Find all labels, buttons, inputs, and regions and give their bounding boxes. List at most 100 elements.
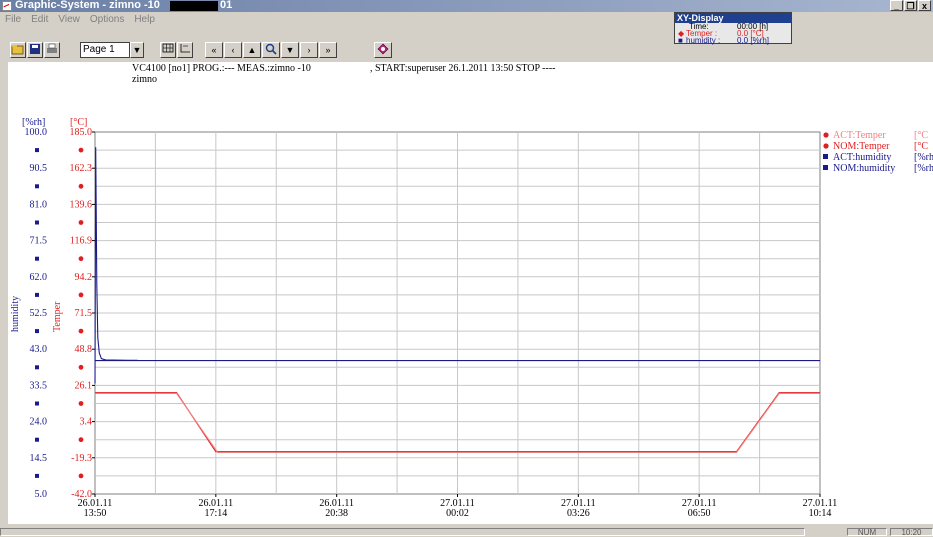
- legend-label: NOM:humidity: [833, 163, 895, 174]
- temper-tick-label: 139.6: [70, 199, 93, 210]
- grid: [94, 131, 821, 495]
- page-select[interactable]: Page 1: [80, 42, 130, 58]
- humidity-tick-marker: [35, 437, 39, 442]
- menu-edit[interactable]: Edit: [31, 14, 49, 25]
- prev-button[interactable]: ‹: [224, 42, 242, 58]
- menu-file[interactable]: File: [5, 14, 22, 25]
- legend-circle-marker: [823, 143, 829, 149]
- next-button[interactable]: ›: [300, 42, 318, 58]
- page-select-value: Page 1: [83, 44, 115, 55]
- temper-unit-label: [°C]: [70, 117, 87, 128]
- menu-bar: File Edit View Options Help: [0, 13, 670, 27]
- status-pane-main: [0, 528, 805, 536]
- export-button[interactable]: [374, 42, 392, 58]
- menu-view[interactable]: View: [58, 14, 80, 25]
- minimize-button[interactable]: _: [890, 0, 903, 11]
- first-button[interactable]: «: [205, 42, 223, 58]
- series-line-act-temper: [95, 392, 820, 454]
- num-lock-indicator: NUM: [847, 528, 887, 537]
- humidity-tick-label: 52.5: [30, 308, 48, 319]
- legend-label: ACT:humidity: [833, 152, 891, 163]
- save-button[interactable]: [27, 42, 43, 58]
- humidity-tick-marker: [35, 292, 39, 297]
- open-folder-button[interactable]: [10, 42, 26, 58]
- x-tick-date: 27.01.11: [803, 498, 838, 509]
- humidity-tick-label: 14.5: [30, 453, 48, 464]
- x-ticks: 26.01.1113:5026.01.1117:1426.01.1120:382…: [78, 494, 838, 519]
- printer-icon: [47, 43, 57, 53]
- window-title: Graphic-System - zimno -10: [15, 0, 160, 11]
- magnifier-icon: [265, 43, 277, 55]
- humidity-tick-label: 90.5: [30, 163, 48, 174]
- menu-options[interactable]: Options: [89, 14, 125, 25]
- legend-circle-marker: [823, 132, 829, 138]
- axis-button[interactable]: [177, 42, 193, 58]
- humidity-tick-marker: [35, 148, 39, 153]
- red-dot-icon: ◆: [678, 29, 685, 38]
- humidity-tick-label: 62.0: [30, 272, 48, 283]
- humidity-axis-title: humidity: [10, 296, 21, 332]
- grid-icon: [162, 43, 174, 53]
- status-bar: NUM 10:20: [0, 527, 933, 537]
- blue-square-icon: ■: [678, 36, 683, 45]
- restore-button[interactable]: ❐: [904, 0, 917, 11]
- app-icon: [2, 1, 12, 11]
- legend-square-marker: [823, 154, 828, 159]
- x-tick-date: 26.01.11: [319, 498, 354, 509]
- up-button[interactable]: ▲: [243, 42, 261, 58]
- temper-tick-label: 94.2: [75, 272, 93, 283]
- humidity-tick-marker: [35, 220, 39, 225]
- x-tick-date: 26.01.11: [78, 498, 113, 509]
- legend-unit: [°C: [914, 141, 928, 152]
- humidity-tick-label: 5.0: [35, 489, 48, 500]
- header-line1: VC4100 [no1] PROG.:--- MEAS.:zimno -10: [132, 63, 311, 74]
- window-title-suffix: 01: [220, 0, 233, 11]
- humidity-tick-label: 71.5: [30, 236, 48, 247]
- humidity-tick-label: 81.0: [30, 199, 48, 210]
- legend: ACT:Temper [°C NOM:Temper [°C ACT:humidity [%…: [823, 130, 933, 174]
- x-tick-time: 03:26: [567, 508, 590, 519]
- export-icon: [377, 43, 389, 55]
- legend-unit: [%rh: [914, 163, 933, 174]
- x-tick-time: 13:50: [84, 508, 107, 519]
- menu-help[interactable]: Help: [134, 14, 155, 25]
- grid-button[interactable]: [160, 42, 176, 58]
- y-ticks: 100.0 185.0 90.5 162.3 81.0 139.6 71.5 116.9 62.…: [25, 127, 95, 500]
- x-tick-time: 10:14: [809, 508, 832, 519]
- down-button[interactable]: ▼: [281, 42, 299, 58]
- x-tick-date: 27.01.11: [440, 498, 475, 509]
- legend-unit: [%rh: [914, 152, 933, 163]
- header-line2: zimno: [132, 74, 157, 85]
- last-button[interactable]: »: [319, 42, 337, 58]
- humidity-tick-marker: [35, 184, 39, 189]
- print-button[interactable]: [44, 42, 60, 58]
- window-controls: _ ❐ x: [890, 0, 931, 12]
- temper-tick-label: 3.4: [80, 417, 93, 428]
- xy-humidity-value: 0.0 [%rh]: [737, 36, 770, 45]
- series-line-nom-temper: [95, 392, 820, 453]
- temper-tick-marker: [78, 473, 84, 479]
- humidity-tick-marker: [35, 401, 39, 406]
- temper-tick-label: 71.5: [75, 308, 93, 319]
- close-button[interactable]: x: [918, 0, 931, 11]
- xy-row-temper: ◆ Temper : 0.0 [°C]: [675, 29, 791, 38]
- temper-tick-label: -19.3: [71, 453, 92, 464]
- redaction-block: [170, 1, 218, 11]
- zoom-button[interactable]: [262, 42, 280, 58]
- temper-tick-marker: [78, 147, 84, 153]
- legend-unit: [°C: [914, 130, 928, 141]
- xy-row-time: Time: 00:00 [h]: [675, 23, 791, 31]
- temper-tick-label: 185.0: [70, 127, 93, 138]
- temper-tick-marker: [78, 437, 84, 443]
- temper-tick-label: 116.9: [70, 236, 92, 247]
- temper-tick-label: -42.0: [71, 489, 92, 500]
- x-tick-time: 00:02: [446, 508, 469, 519]
- humidity-tick-marker: [35, 365, 39, 370]
- xy-display-title: XY-Display: [675, 13, 791, 23]
- temper-tick-marker: [78, 328, 84, 334]
- humidity-tick-marker: [35, 256, 39, 261]
- xy-humidity-label: humidity :: [686, 36, 721, 45]
- legend-square-marker: [823, 165, 828, 170]
- page-dropdown-button[interactable]: ▼: [130, 42, 144, 58]
- plot-canvas: VC4100 [no1] PROG.:--- MEAS.:zimno -10 ,…: [8, 62, 933, 524]
